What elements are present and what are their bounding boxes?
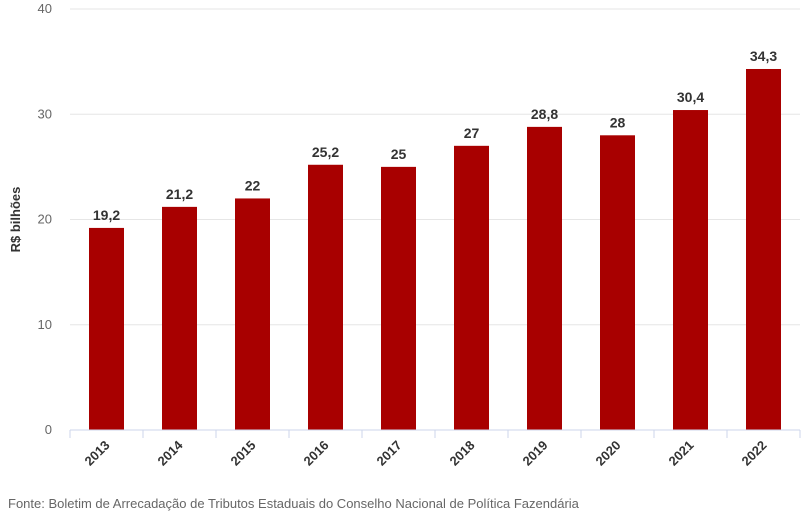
- source-note: Fonte: Boletim de Arrecadação de Tributo…: [8, 496, 579, 511]
- x-tick-label-2019: 2019: [520, 438, 551, 469]
- data-label-2017: 25: [391, 146, 407, 162]
- y-tick-label: 0: [45, 422, 52, 437]
- bar-2014: [162, 206, 197, 430]
- bar-2019: [527, 126, 562, 430]
- bar-2013: [89, 227, 124, 430]
- data-label-2016: 25,2: [312, 144, 339, 160]
- x-tick-label-2020: 2020: [593, 438, 624, 469]
- y-tick-label: 10: [38, 317, 52, 332]
- data-label-2021: 30,4: [677, 89, 704, 105]
- x-tick-label-2013: 2013: [82, 438, 113, 469]
- bars: [89, 68, 781, 431]
- data-label-2015: 22: [245, 177, 261, 193]
- y-tick-label: 30: [38, 106, 52, 121]
- bar-2015: [235, 198, 270, 430]
- x-tick-label-2016: 2016: [301, 438, 332, 469]
- data-label-2014: 21,2: [166, 186, 193, 202]
- x-tick-label-2022: 2022: [739, 438, 770, 469]
- bar-2018: [454, 145, 489, 430]
- bar-2022: [746, 68, 781, 431]
- data-label-2022: 34,3: [750, 48, 777, 64]
- y-tick-label: 40: [38, 1, 52, 16]
- bar-2021: [673, 110, 708, 430]
- data-labels: 19,2 21,2 22 25,2 25 27 28,8 28 30,4 34,3: [93, 48, 777, 223]
- x-tick-label-2018: 2018: [447, 438, 478, 469]
- y-axis-title: R$ bilhões: [8, 187, 23, 253]
- data-label-2020: 28: [610, 114, 626, 130]
- data-label-2019: 28,8: [531, 106, 558, 122]
- data-label-2013: 19,2: [93, 207, 120, 223]
- x-tick-label-2017: 2017: [374, 438, 405, 469]
- x-tick-label-2015: 2015: [228, 438, 259, 469]
- y-axis-ticks: 0 10 20 30 40: [38, 1, 52, 437]
- data-label-2018: 27: [464, 125, 480, 141]
- x-tick-label-2021: 2021: [666, 438, 697, 469]
- bar-2017: [381, 166, 416, 430]
- bar-chart: 0 10 20 30 40 R$ bilhões 19,2 21,2 22 25,2 25 27 2…: [8, 1, 801, 469]
- x-axis-ticks: 2013 2014 2015 2016 2017 2018 2019 2020 2021 2022: [69, 430, 801, 469]
- bar-2020: [600, 135, 635, 431]
- bar-2016: [308, 164, 343, 430]
- x-tick-label-2014: 2014: [155, 437, 187, 469]
- y-tick-label: 20: [38, 212, 52, 227]
